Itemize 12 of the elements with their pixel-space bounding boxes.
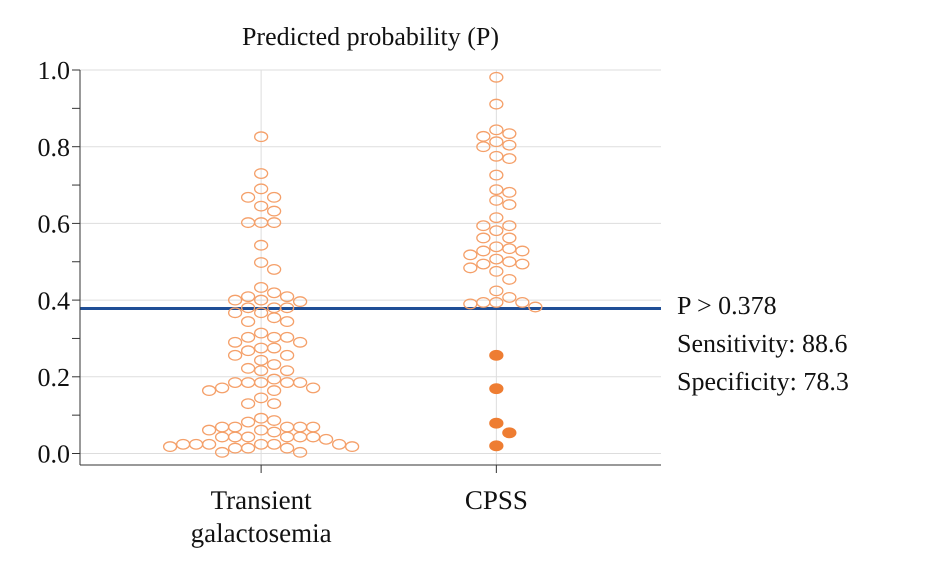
text: Specificity: 78.3: [677, 366, 849, 397]
x-tick-label: CPSS: [464, 485, 528, 515]
y-tick-label: 0.6: [38, 210, 70, 239]
y-tick-label: 1.0: [38, 56, 70, 86]
y-tick-label: 0.0: [38, 440, 70, 469]
ref-line-label: P > 0.378: [677, 290, 777, 321]
y-tick-label: 0.8: [38, 132, 70, 162]
text: Sensitivity: 88.6: [677, 328, 848, 359]
y-tick-label: 0.4: [38, 286, 70, 316]
chart-title: Predicted probability (P): [240, 22, 500, 52]
y-tick-label: 0.2: [38, 363, 70, 392]
x-tick-label: Transient galactosemia: [190, 485, 332, 548]
